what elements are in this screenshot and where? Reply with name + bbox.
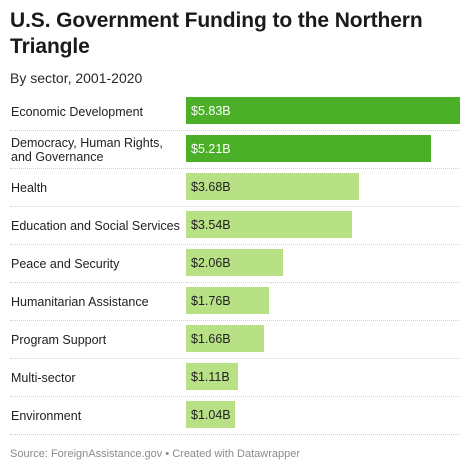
bar-value-label: $1.11B xyxy=(191,369,230,384)
bar: $5.83B xyxy=(186,97,460,124)
category-label: Education and Social Services xyxy=(11,219,180,233)
bar-row: Peace and Security $2.06B xyxy=(10,245,460,283)
bar-row: Program Support $1.66B xyxy=(10,321,460,359)
bar: $1.76B xyxy=(186,287,269,314)
bar: $1.66B xyxy=(186,325,264,352)
bar-value-label: $1.76B xyxy=(191,293,231,308)
bar-value-label: $3.68B xyxy=(191,179,231,194)
bar-chart: Economic Development $5.83B Democracy, Hum… xyxy=(0,93,470,435)
source-note: Source: ForeignAssistance.gov • Created … xyxy=(10,448,300,460)
row-divider xyxy=(10,130,460,131)
row-divider xyxy=(10,282,460,283)
bar-value-label: $5.83B xyxy=(191,103,231,118)
row-divider xyxy=(10,320,460,321)
chart-subtitle: By sector, 2001-2020 xyxy=(10,70,143,86)
row-divider xyxy=(10,244,460,245)
bar: $3.68B xyxy=(186,173,359,200)
bar-value-label: $5.21B xyxy=(191,141,231,156)
bar: $5.21B xyxy=(186,135,431,162)
bar-value-label: $3.54B xyxy=(191,217,231,232)
bar-row: Humanitarian Assistance $1.76B xyxy=(10,283,460,321)
bar-row: Environment $1.04B xyxy=(10,397,460,435)
bar: $1.04B xyxy=(186,401,235,428)
bar: $3.54B xyxy=(186,211,352,238)
bar-value-label: $2.06B xyxy=(191,255,231,270)
category-label: Democracy, Human Rights, and Governance xyxy=(11,136,163,164)
category-label: Economic Development xyxy=(11,105,144,119)
bar-row: Education and Social Services $3.54B xyxy=(10,207,460,245)
bar: $2.06B xyxy=(186,249,283,276)
category-label: Peace and Security xyxy=(11,257,120,271)
bar-row: Multi-sector $1.11B xyxy=(10,359,460,397)
category-label: Humanitarian Assistance xyxy=(11,295,149,309)
bar-value-label: $1.04B xyxy=(191,407,231,422)
chart-title: U.S. Government Funding to the Northern … xyxy=(10,9,423,58)
row-divider xyxy=(10,358,460,359)
row-divider xyxy=(10,396,460,397)
row-divider xyxy=(10,434,460,435)
category-label: Program Support xyxy=(11,333,107,347)
bar-row: Health $3.68B xyxy=(10,169,460,207)
bar-row: Democracy, Human Rights, and Governance $… xyxy=(10,131,460,169)
bar-value-label: $1.66B xyxy=(191,331,231,346)
row-divider xyxy=(10,206,460,207)
category-label: Environment xyxy=(11,409,82,423)
row-divider xyxy=(10,168,460,169)
category-label: Health xyxy=(11,181,48,195)
bar: $1.11B xyxy=(186,363,238,390)
bar-row: Economic Development $5.83B xyxy=(10,93,460,131)
category-label: Multi-sector xyxy=(11,371,76,385)
